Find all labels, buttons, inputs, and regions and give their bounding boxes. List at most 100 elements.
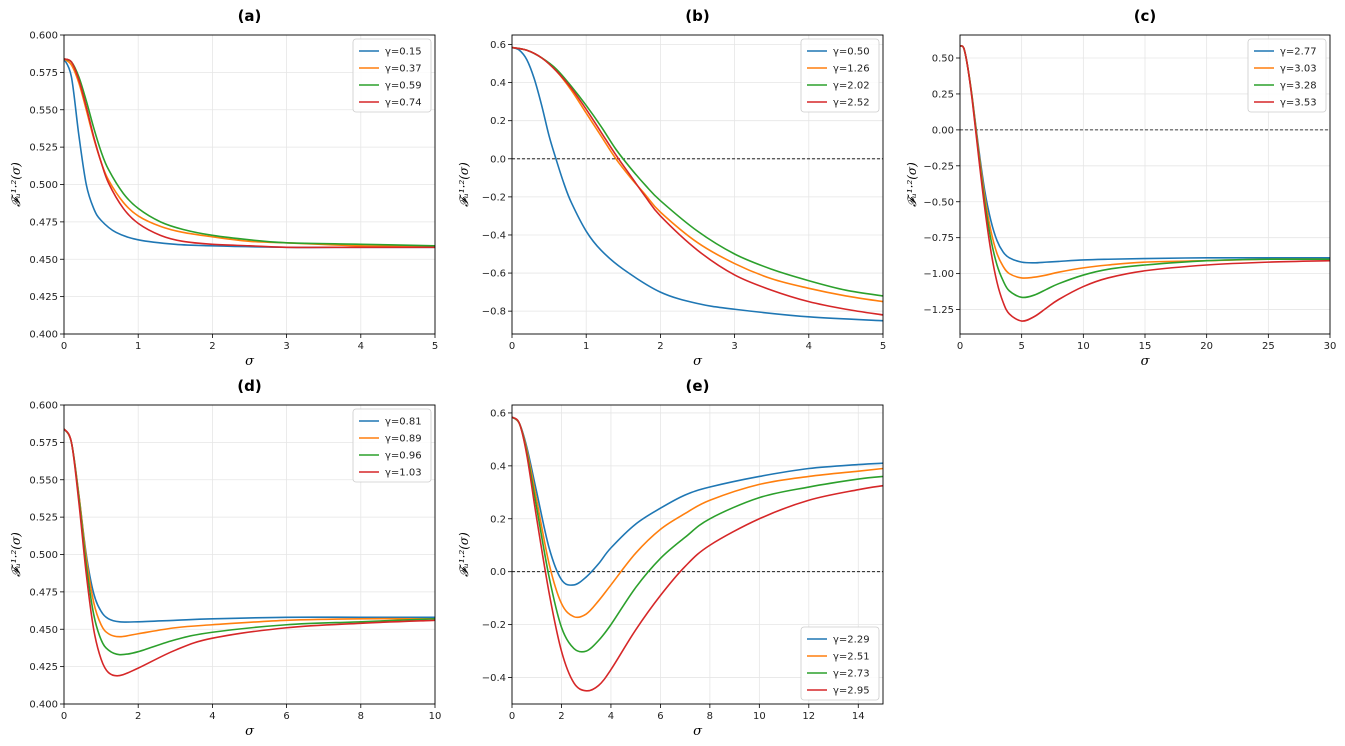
legend-label: γ=2.51 xyxy=(833,652,870,663)
y-tick-label: −0.4 xyxy=(482,673,506,684)
y-tick-label: −0.25 xyxy=(923,161,954,172)
series-line-b-3 xyxy=(512,46,883,316)
legend-label: γ=1.26 xyxy=(833,64,870,75)
y-tick-label: 0.500 xyxy=(29,550,58,561)
legend-label: γ=2.73 xyxy=(833,669,870,680)
series-line-c-3 xyxy=(960,45,1330,322)
y-tick-label: 0.475 xyxy=(29,217,58,228)
y-tick-label: 0.550 xyxy=(29,105,58,116)
chart-title: (e) xyxy=(686,377,710,395)
legend-label: γ=0.96 xyxy=(385,451,422,462)
x-tick-label: 14 xyxy=(852,711,865,722)
panel-c: 0 5 10 15 20 25 30 −1.25 −1.00 −0.75 −0.50 −0.25 0.0… xyxy=(905,7,1336,369)
x-tick-label: 0 xyxy=(509,341,515,352)
y-tick-label: 0.25 xyxy=(932,89,954,100)
y-tick-label: −0.8 xyxy=(482,307,506,318)
legend-label: γ=3.28 xyxy=(1280,81,1317,92)
y-tick-label: −0.50 xyxy=(923,197,954,208)
x-tick-label: 1 xyxy=(135,341,141,352)
x-tick-label: 2 xyxy=(558,711,564,722)
x-axis-label: σ xyxy=(693,354,703,369)
x-tick-label: 4 xyxy=(608,711,614,722)
x-tick-label: 6 xyxy=(657,711,663,722)
legend-label: γ=0.81 xyxy=(385,417,422,428)
legend-label: γ=2.52 xyxy=(833,98,870,109)
x-tick-label: 1 xyxy=(583,341,589,352)
x-tick-label: 0 xyxy=(509,711,515,722)
x-axis-label: σ xyxy=(245,354,255,369)
x-tick-label: 30 xyxy=(1324,341,1337,352)
y-tick-label: 0.6 xyxy=(490,408,506,419)
legend-label: γ=0.50 xyxy=(833,47,870,58)
y-tick-label: −0.2 xyxy=(482,620,506,631)
series-line-b-0 xyxy=(512,46,883,322)
x-tick-label: 10 xyxy=(429,711,442,722)
legend-label: γ=0.89 xyxy=(385,434,422,445)
x-tick-label: 2 xyxy=(209,341,215,352)
x-tick-label: 4 xyxy=(209,711,215,722)
legend-box xyxy=(1247,38,1327,113)
x-tick-label: 10 xyxy=(753,711,766,722)
x-tick-label: 0 xyxy=(61,711,67,722)
x-tick-label: 4 xyxy=(806,341,812,352)
x-axis-label: σ xyxy=(245,724,255,739)
x-tick-label: 10 xyxy=(1077,341,1090,352)
y-tick-label: 0.0 xyxy=(490,154,506,165)
y-tick-label: −0.2 xyxy=(482,192,506,203)
y-tick-label: 0.425 xyxy=(29,292,58,303)
y-tick-label: 0.575 xyxy=(29,438,58,449)
axes-frame xyxy=(511,34,884,335)
series-line-a-2 xyxy=(64,58,435,247)
legend-label: γ=2.95 xyxy=(833,686,870,697)
x-tick-label: 12 xyxy=(802,711,815,722)
y-tick-label: 0.550 xyxy=(29,475,58,486)
x-tick-label: 3 xyxy=(283,341,289,352)
legend: γ=2.29 γ=2.51 γ=2.73 γ=2.95 xyxy=(800,626,880,701)
legend-box xyxy=(352,408,432,483)
legend-label: γ=3.03 xyxy=(1280,64,1317,75)
x-axis-label: σ xyxy=(1141,354,1151,369)
y-axis-label: 𝓕ᵤ¹·²(σ) xyxy=(905,162,919,207)
x-tick-label: 5 xyxy=(1018,341,1024,352)
y-tick-label: 0.2 xyxy=(490,116,506,127)
series-line-d-3 xyxy=(64,428,435,677)
y-tick-label: 0.450 xyxy=(29,255,58,266)
series-line-e-1 xyxy=(512,416,883,619)
x-tick-label: 15 xyxy=(1139,341,1152,352)
legend: γ=0.81 γ=0.89 γ=0.96 γ=1.03 xyxy=(352,408,432,483)
y-tick-label: 0.00 xyxy=(932,125,954,136)
y-tick-label: −1.00 xyxy=(923,269,954,280)
x-tick-label: 5 xyxy=(880,341,886,352)
panel-d: 0 2 4 6 8 10 0.400 0.425 0.450 0.475 0.500 0.525 0.5… xyxy=(9,377,441,739)
x-tick-label: 2 xyxy=(135,711,141,722)
chart-title: (d) xyxy=(237,377,261,395)
series-line-e-2 xyxy=(512,416,883,653)
legend: γ=0.15 γ=0.37 γ=0.59 γ=0.74 xyxy=(352,38,432,113)
x-tick-label: 0 xyxy=(61,341,67,352)
legend-label: γ=0.37 xyxy=(385,64,422,75)
series-line-a-3 xyxy=(64,58,435,249)
legend-box xyxy=(352,38,432,113)
x-tick-label: 6 xyxy=(283,711,289,722)
x-tick-label: 25 xyxy=(1262,341,1275,352)
series-line-b-2 xyxy=(512,46,883,297)
y-tick-label: 0.0 xyxy=(490,567,506,578)
y-tick-label: 0.400 xyxy=(29,330,58,341)
y-tick-label: 0.600 xyxy=(29,401,58,412)
legend-label: γ=2.02 xyxy=(833,81,870,92)
series-line-e-0 xyxy=(512,416,883,586)
y-tick-label: 0.50 xyxy=(932,54,954,65)
legend-label: γ=0.59 xyxy=(385,81,422,92)
y-tick-label: −0.4 xyxy=(482,230,506,241)
y-tick-label: 0.450 xyxy=(29,625,58,636)
y-tick-label: −1.25 xyxy=(923,305,954,316)
axes-frame xyxy=(511,404,884,705)
legend-label: γ=2.29 xyxy=(833,635,870,646)
legend: γ=2.77 γ=3.03 γ=3.28 γ=3.53 xyxy=(1247,38,1327,113)
legend-box xyxy=(800,38,880,113)
y-tick-label: 0.525 xyxy=(29,143,58,154)
legend-label: γ=1.03 xyxy=(385,468,422,479)
legend: γ=0.50 γ=1.26 γ=2.02 γ=2.52 xyxy=(800,38,880,113)
y-tick-label: 0.600 xyxy=(29,31,58,42)
